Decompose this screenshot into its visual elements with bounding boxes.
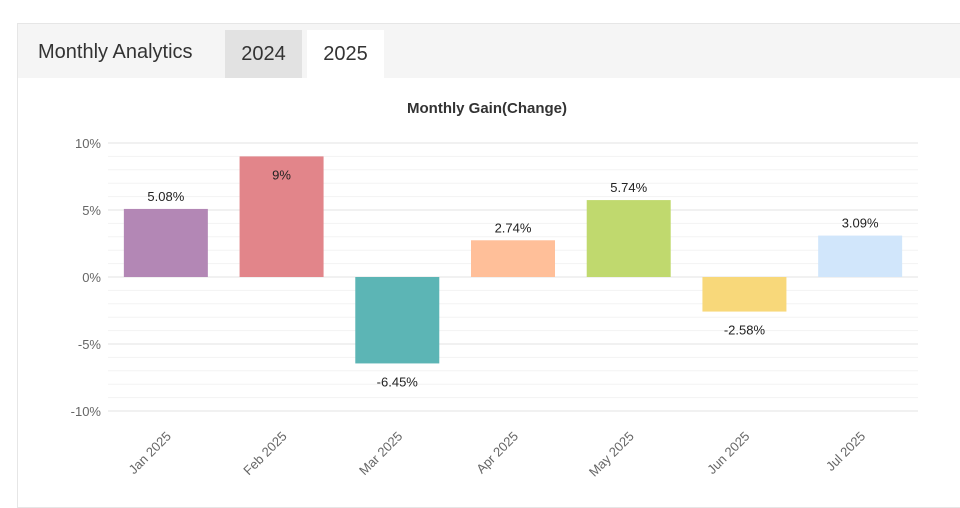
tab-2024[interactable]: 2024 <box>225 30 302 78</box>
x-axis-ticks: Jan 2025 Feb 2025 Mar 2025 Apr 2025 May 2025… <box>126 429 869 480</box>
y-tick-label: 10% <box>75 136 101 151</box>
x-tick-label: Jun 2025 <box>704 429 752 477</box>
x-tick-label: Jan 2025 <box>126 429 174 477</box>
bar-value-label: -6.45% <box>377 374 419 389</box>
chart-bars <box>123 156 903 364</box>
bar-value-label: 5.08% <box>147 189 184 204</box>
bar[interactable] <box>702 277 787 312</box>
bar[interactable] <box>239 156 324 277</box>
bar-value-label: 5.74% <box>610 180 647 195</box>
y-tick-label: -10% <box>71 404 102 419</box>
x-tick-label: May 2025 <box>586 429 637 480</box>
x-tick-label: Feb 2025 <box>240 429 289 478</box>
panel-header: Monthly Analytics 2024 2025 <box>18 24 960 78</box>
bar[interactable] <box>123 208 208 277</box>
bar-value-label: 3.09% <box>842 216 879 231</box>
y-tick-label: -5% <box>78 337 102 352</box>
bar[interactable] <box>586 200 671 277</box>
bar[interactable] <box>471 240 555 277</box>
x-tick-label: Apr 2025 <box>473 429 521 477</box>
bar[interactable] <box>355 277 440 364</box>
panel-title: Monthly Analytics <box>38 41 193 63</box>
x-tick-label: Jul 2025 <box>823 429 868 474</box>
bar[interactable] <box>818 235 903 277</box>
bar-value-label: 9% <box>272 167 291 182</box>
bar-value-label: 2.74% <box>495 220 532 235</box>
y-tick-label: 5% <box>82 203 101 218</box>
y-axis-ticks: 10% 5% 0% -5% -10% <box>71 136 102 419</box>
tab-2025[interactable]: 2025 <box>307 30 384 78</box>
y-tick-label: 0% <box>82 270 101 285</box>
chart-title: Monthly Gain(Change) <box>407 100 567 117</box>
bar-value-labels: 5.08% 9% -6.45% 2.74% 5.74% -2.58% 3.09% <box>147 167 879 389</box>
x-tick-label: Mar 2025 <box>356 429 405 478</box>
bar-value-label: -2.58% <box>724 323 766 338</box>
